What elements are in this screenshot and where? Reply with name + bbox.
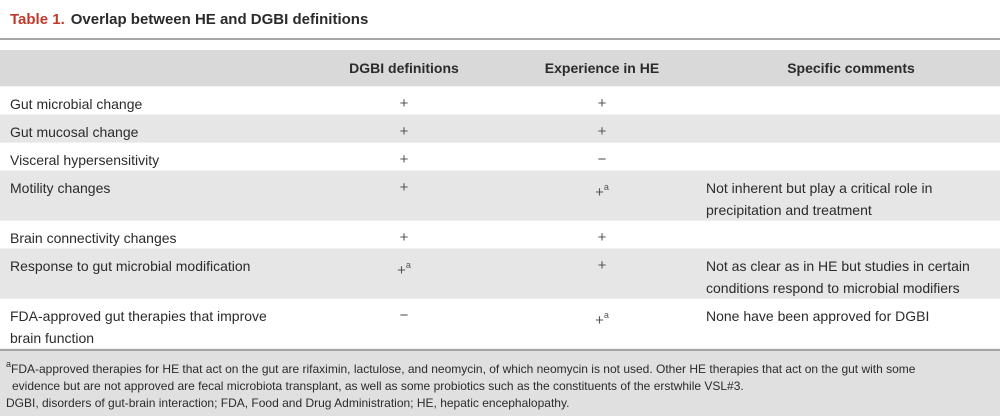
footnote-marker: a [603,182,609,192]
table-row: Response to gut microbial modification +… [0,249,1000,299]
row-label: Gut microbial change [10,96,143,112]
row-label: FDA-approved gut therapies that improve … [0,299,306,348]
row-label: Visceral hypersensitivity [10,152,160,168]
dgbi-value: + [399,179,409,196]
header-comments: Specific comments [787,60,915,76]
label-line: brain function [10,330,95,346]
comment: None have been approved for DGBI [706,308,930,324]
table-caption: Overlap between HE and DGBI definitions [70,10,369,28]
dgbi-value: + [399,123,409,140]
footnote-a-continued: evidence but are not approved are fecal … [12,379,744,393]
dgbi-value: − [399,307,409,324]
table-row: Gut microbial change + + [0,87,1000,115]
he-value: + [597,229,607,246]
comment [702,221,1000,248]
table-row: Brain connectivity changes + + [0,221,1000,249]
comment-line: conditions respond to microbial modifier… [706,280,960,296]
row-label: Brain connectivity changes [10,230,177,246]
comment: Not as clear as in HE but studies in cer… [702,249,1000,298]
comment-line: precipitation and treatment [706,202,872,218]
he-value: − [597,151,607,168]
he-value: + [597,257,607,274]
dgbi-value: + [399,151,409,168]
table-header-row: DGBI definitions Experience in HE Specif… [0,50,1000,87]
label-line: FDA-approved gut therapies that improve [10,308,267,324]
dgbi-value: +a [397,260,411,279]
comment-line: Not inherent but play a critical role in [706,180,933,196]
row-label: Motility changes [10,180,111,196]
table-row: FDA-approved gut therapies that improve … [0,299,1000,349]
dgbi-value: + [399,95,409,112]
comment [702,115,1000,142]
header-he: Experience in HE [544,60,660,76]
he-value: +a [595,310,609,329]
comment-line: Not as clear as in HE but studies in cer… [706,258,970,274]
footnote-a: aFDA-approved therapies for HE that act … [6,359,916,376]
he-value: +a [595,182,609,201]
comment [702,143,1000,170]
table-number: Table 1. [10,10,65,28]
he-value: + [597,95,607,112]
table-row: Motility changes + +a Not inherent but p… [0,171,1000,221]
comment: Not inherent but play a critical role in… [702,171,1000,220]
row-label: Gut mucosal change [10,124,139,140]
footnote-abbreviations: DGBI, disorders of gut-brain interaction… [6,396,570,410]
footnote-marker: a [603,310,609,320]
comment [702,87,1000,114]
footnote-marker: a [405,260,411,270]
dgbi-value: + [399,229,409,246]
table-title: Table 1. Overlap between HE and DGBI def… [0,0,1000,40]
he-value: + [597,123,607,140]
table-row: Gut mucosal change + + [0,115,1000,143]
header-dgbi: DGBI definitions [349,60,459,76]
table-footnotes: aFDA-approved therapies for HE that act … [0,349,1000,416]
row-label: Response to gut microbial modification [10,258,251,274]
table-row: Visceral hypersensitivity + − [0,143,1000,171]
